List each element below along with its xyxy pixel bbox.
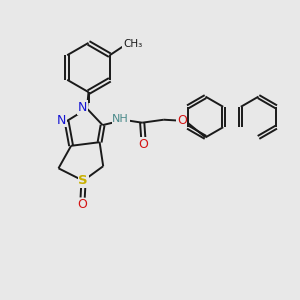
Text: CH₃: CH₃ — [123, 39, 142, 50]
Text: N: N — [57, 113, 67, 127]
Text: NH: NH — [112, 114, 129, 124]
Text: O: O — [177, 114, 187, 128]
Text: O: O — [78, 198, 88, 211]
Text: S: S — [78, 174, 88, 187]
Text: N: N — [78, 101, 88, 114]
Text: O: O — [139, 137, 148, 151]
